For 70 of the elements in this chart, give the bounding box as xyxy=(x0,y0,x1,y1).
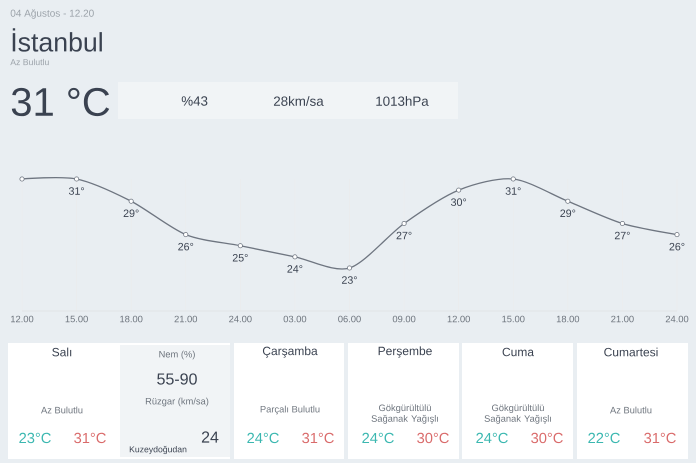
x-tick-label: 12.00 xyxy=(448,316,470,322)
text: Perşembe xyxy=(378,346,432,358)
text: 31°C xyxy=(302,432,334,444)
text: 24°C xyxy=(476,432,508,444)
point xyxy=(183,232,188,238)
x-tick-label: 18.00 xyxy=(120,316,142,322)
data-label: 31° xyxy=(68,187,84,195)
data-label: 25° xyxy=(232,254,248,262)
text: Parçalı Bulutlu xyxy=(260,406,320,414)
text: Çarşamba xyxy=(262,346,318,358)
point xyxy=(74,176,80,182)
text: 24 xyxy=(202,431,218,443)
chart-subtitle: Az Bulutlu xyxy=(10,58,49,66)
text: 23°C xyxy=(19,432,51,444)
text: 24°C xyxy=(247,432,279,444)
text: %43 xyxy=(182,96,208,106)
text: 55-90 xyxy=(157,373,197,385)
point xyxy=(456,188,462,193)
point xyxy=(292,254,298,260)
chart-title: İstanbul xyxy=(12,28,102,52)
data-label: 23° xyxy=(342,276,357,284)
text: Az Bulutlu xyxy=(610,406,652,414)
point xyxy=(674,232,680,238)
text: 28km/sa xyxy=(274,96,324,106)
point xyxy=(510,176,516,182)
x-tick-label: 15.00 xyxy=(502,316,525,322)
text: Cuma xyxy=(502,348,534,356)
point xyxy=(19,176,25,182)
text: Gökgürültülü Sağanak Yağışlı xyxy=(372,404,438,424)
x-tick-label: 15.00 xyxy=(66,316,88,322)
text: 22°C xyxy=(588,432,620,444)
data-label: 26° xyxy=(669,242,684,250)
data-label: 31° xyxy=(506,187,521,195)
text: Rüzgar (km/sa) xyxy=(146,398,208,406)
point xyxy=(402,220,407,226)
text: 31°C xyxy=(644,432,676,444)
x-tick-label: 09.00 xyxy=(392,316,416,322)
point xyxy=(565,198,570,204)
x-tick-label: 18.00 xyxy=(556,316,580,322)
data-label: 30° xyxy=(451,198,466,206)
text: 31 °C xyxy=(12,88,110,116)
data-label: 27° xyxy=(614,232,630,240)
x-tick-label: 06.00 xyxy=(338,316,361,322)
x-tick-label: 24.00 xyxy=(666,316,688,322)
data-label: 26° xyxy=(178,242,194,250)
x-tick-label: 21.00 xyxy=(611,316,634,322)
data-label: 27° xyxy=(396,232,412,240)
text: 30°C xyxy=(417,432,449,444)
text: Gökgürültülü Sağanak Yağışlı xyxy=(484,404,551,424)
data-label: 24° xyxy=(287,265,302,273)
text: 24°C xyxy=(362,432,394,444)
point xyxy=(346,265,352,271)
x-tick-label: 03.00 xyxy=(284,316,306,322)
x-tick-label: 21.00 xyxy=(174,316,198,322)
text: Cumartesi xyxy=(604,348,658,356)
point xyxy=(238,243,243,248)
text: Salı xyxy=(52,348,72,356)
point xyxy=(128,198,134,204)
x-tick-label: 12.00 xyxy=(11,316,34,322)
point xyxy=(620,220,625,226)
text: 04 Ağustos - 12.20 xyxy=(10,9,94,19)
text: Nem (%) xyxy=(159,350,195,360)
data-label: 29° xyxy=(560,210,576,218)
text: Kuzeydoğudan xyxy=(130,446,186,454)
text: Az Bulutlu xyxy=(41,406,82,414)
text: 1013hPa xyxy=(376,96,429,106)
text: 31°C xyxy=(74,432,106,444)
text: 30°C xyxy=(531,432,563,444)
data-label: 29° xyxy=(124,210,139,218)
x-tick-label: 24.00 xyxy=(229,316,252,322)
